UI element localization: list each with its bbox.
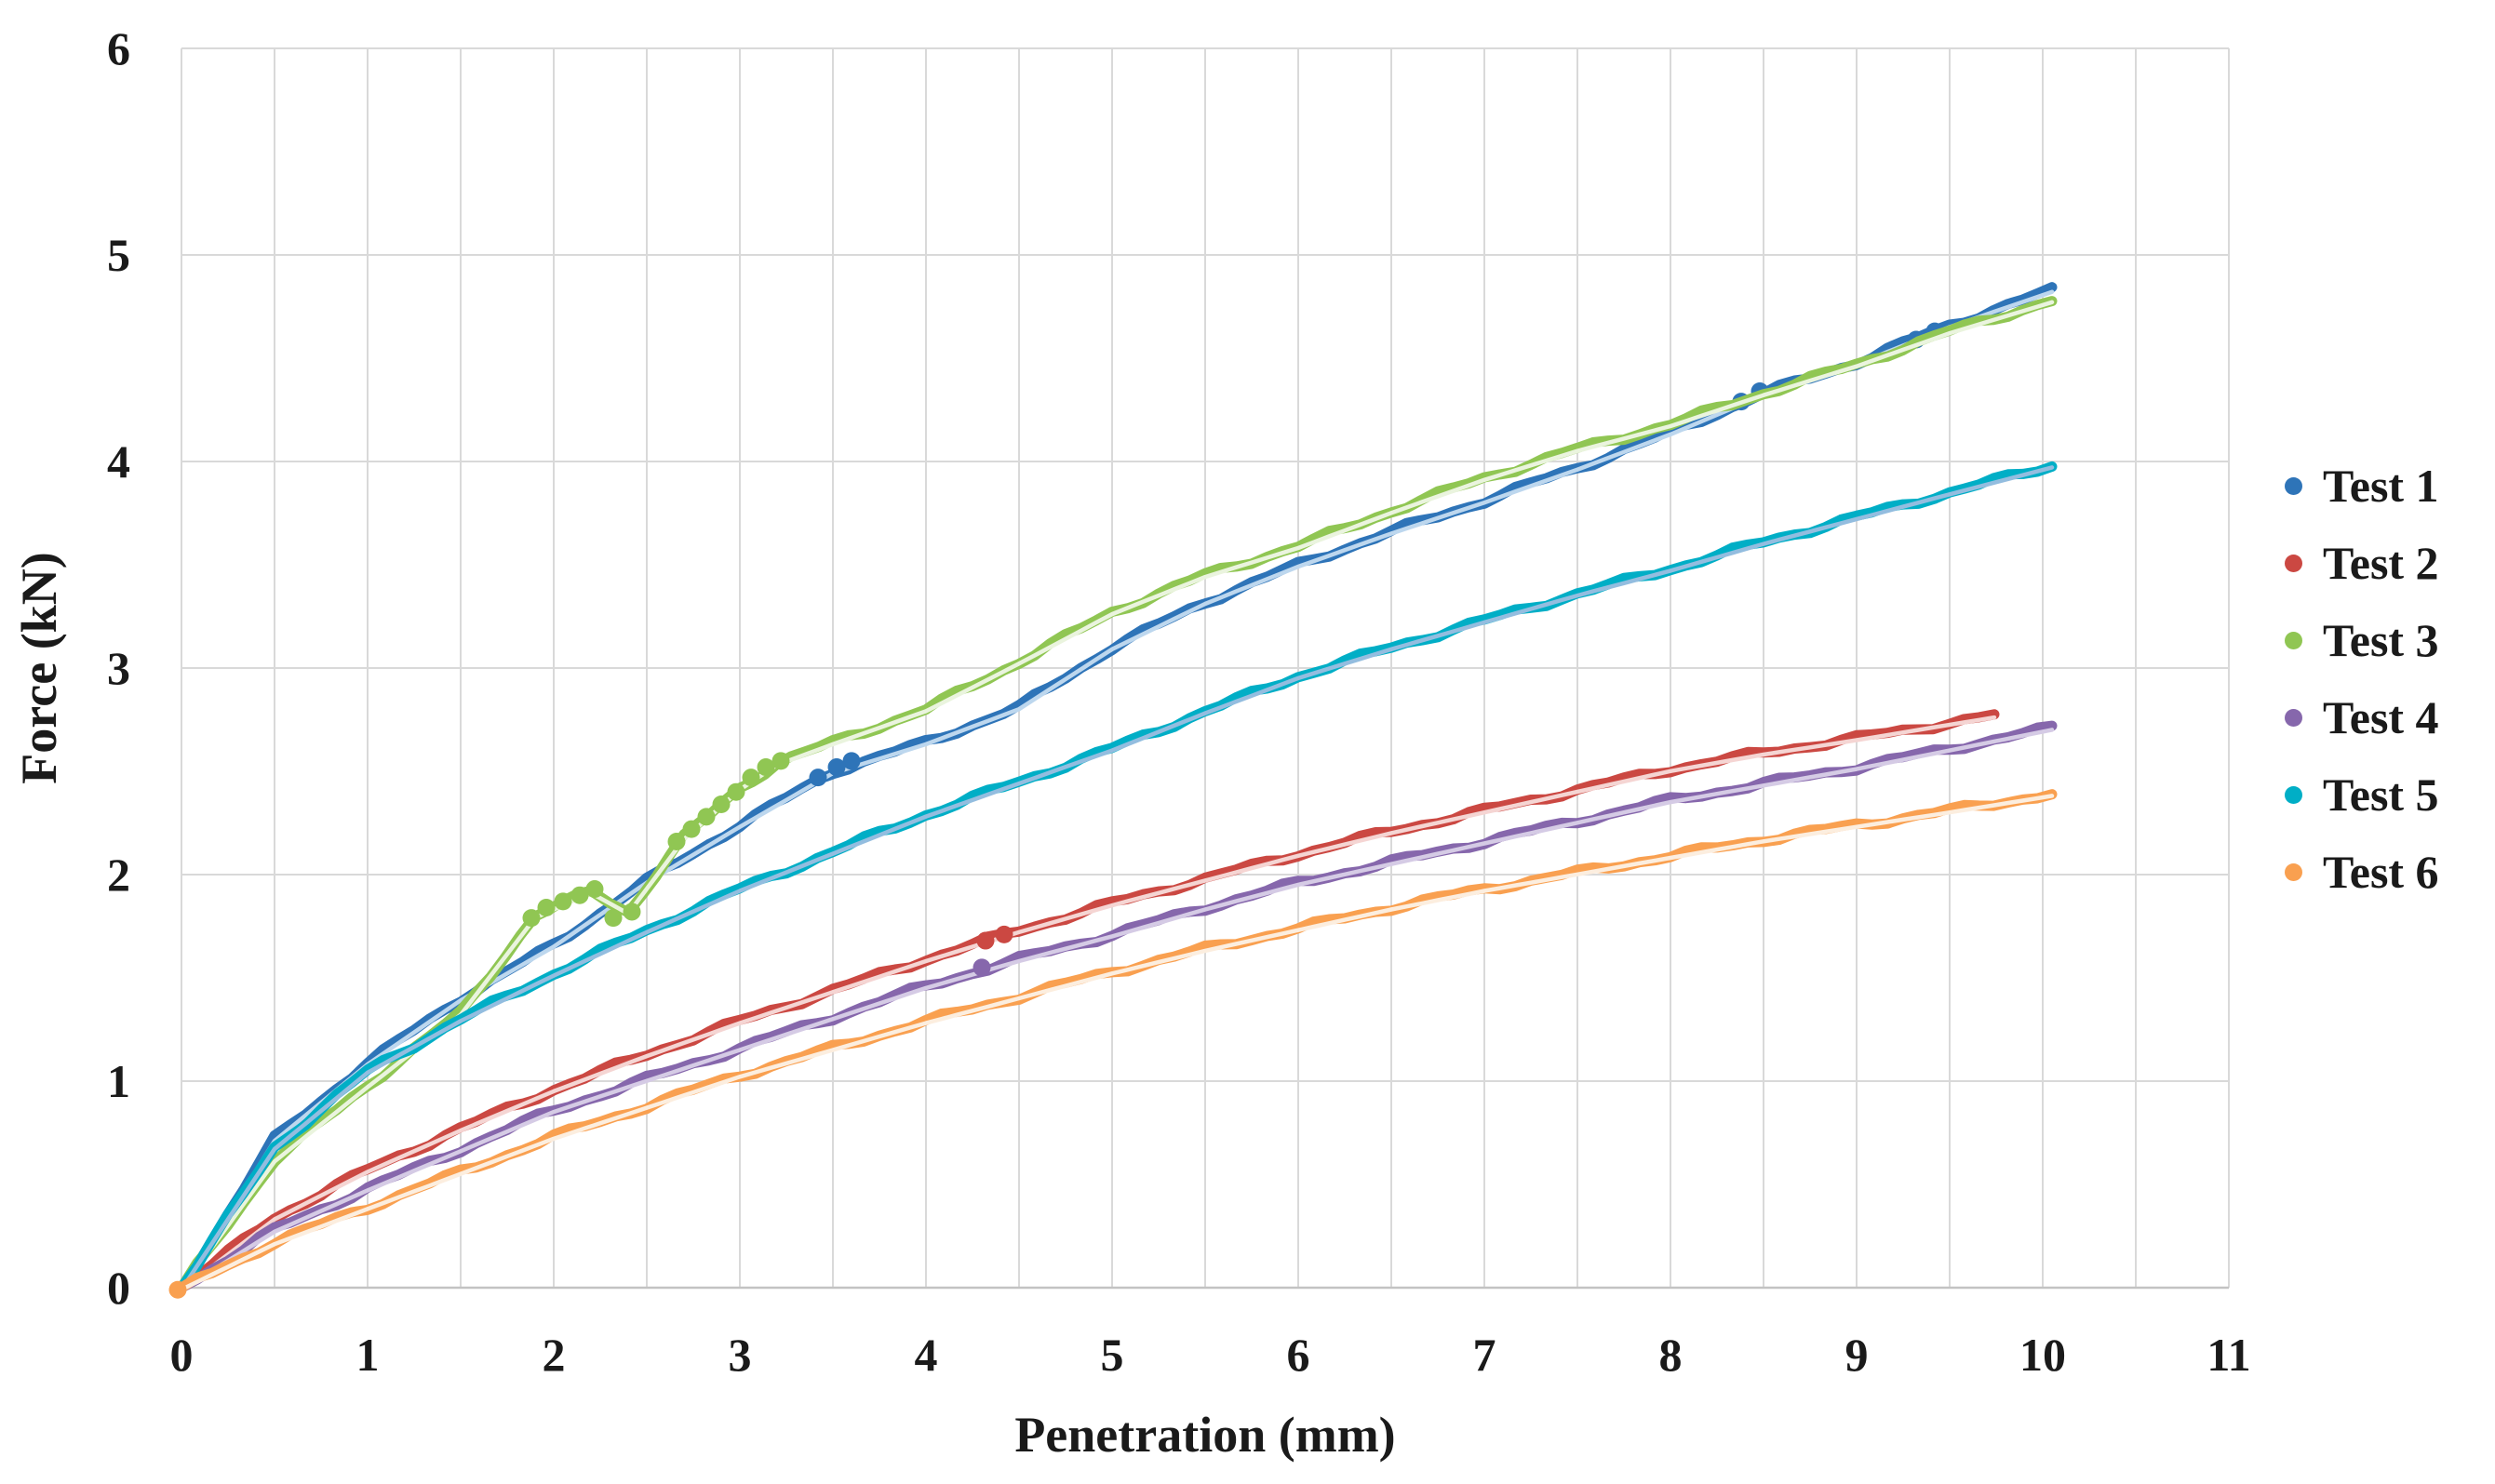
legend-label: Test 4	[2323, 691, 2439, 743]
scatter-cluster-dot	[667, 832, 686, 850]
scatter-cluster-dot	[842, 752, 861, 770]
legend-item-5: Test 5	[2285, 767, 2439, 822]
legend-item-4: Test 4	[2285, 689, 2439, 745]
scatter-cluster-dot	[976, 931, 995, 950]
x-tick-label-2: 2	[542, 1329, 566, 1381]
legend-label: Test 6	[2323, 846, 2439, 898]
legend-marker-icon	[2285, 554, 2302, 572]
legend-label: Test 2	[2323, 537, 2439, 589]
x-tick-label-3: 3	[728, 1329, 752, 1381]
scatter-cluster-dot	[995, 925, 1013, 943]
x-tick-label-9: 9	[1844, 1329, 1869, 1381]
legend-label: Test 1	[2323, 460, 2439, 512]
x-tick-label-0: 0	[169, 1329, 194, 1381]
scatter-cluster-dot	[585, 880, 604, 899]
series-core-6	[179, 794, 2055, 1292]
scatter-cluster-dot	[168, 1280, 187, 1299]
legend-marker-icon	[2285, 862, 2302, 881]
scatter-cluster-dot	[809, 769, 827, 787]
series-core-2	[179, 715, 1997, 1292]
scatter-cluster-dot	[742, 769, 760, 787]
x-tick-label-8: 8	[1658, 1329, 1683, 1381]
x-tick-label-7: 7	[1472, 1329, 1496, 1381]
y-tick-label-6: 6	[107, 22, 130, 74]
series-band-6	[176, 789, 2058, 1293]
legend-label: Test 5	[2323, 769, 2439, 821]
series-band-5	[176, 461, 2058, 1293]
y-tick-label-4: 4	[107, 435, 130, 488]
legend-item-1: Test 1	[2285, 458, 2439, 514]
scatter-cluster-dot	[827, 758, 846, 777]
series-core-5	[179, 465, 2055, 1292]
x-axis-title: Penetration (mm)	[1014, 1407, 1396, 1463]
x-tick-label-11: 11	[2207, 1329, 2251, 1381]
scatter-cluster-dot	[973, 958, 991, 977]
x-tick-label-5: 5	[1100, 1329, 1124, 1381]
legend-item-3: Test 3	[2285, 612, 2439, 668]
y-tick-label-5: 5	[107, 229, 130, 281]
legend-marker-icon	[2285, 708, 2302, 727]
scatter-cluster-dot	[522, 909, 541, 928]
series-core-4	[179, 728, 2055, 1292]
x-tick-label-4: 4	[914, 1329, 938, 1381]
scatter-cluster-dot	[570, 886, 589, 904]
legend-marker-icon	[2285, 631, 2302, 649]
scatter-cluster-dot	[604, 909, 623, 928]
scatter-cluster-dot	[771, 752, 790, 770]
legend-label: Test 3	[2323, 614, 2439, 666]
y-tick-label-0: 0	[107, 1262, 130, 1314]
legend-marker-icon	[2285, 476, 2302, 495]
series-core-1	[179, 289, 2055, 1292]
y-tick-label-3: 3	[107, 642, 130, 694]
scatter-cluster-dot	[712, 795, 731, 814]
scatter-cluster-dot	[623, 902, 641, 921]
x-tick-label-1: 1	[355, 1329, 380, 1381]
y-tick-label-1: 1	[107, 1055, 130, 1107]
legend-marker-icon	[2285, 785, 2302, 804]
x-tick-label-6: 6	[1286, 1329, 1310, 1381]
series-band-3	[176, 296, 2058, 1293]
legend-item-2: Test 2	[2285, 535, 2439, 591]
scatter-cluster-dot	[697, 808, 716, 826]
scatter-cluster-dot	[554, 892, 572, 911]
legend-item-6: Test 6	[2285, 844, 2439, 900]
x-tick-label-10: 10	[2019, 1329, 2066, 1381]
y-axis-title: Force (kN)	[11, 552, 67, 784]
series-band-1	[176, 282, 2058, 1293]
scatter-cluster-dot	[682, 820, 701, 838]
scatter-cluster-dot	[757, 758, 775, 777]
y-tick-label-2: 2	[107, 849, 130, 901]
series-core-3	[179, 300, 2055, 1292]
scatter-cluster-dot	[727, 782, 745, 801]
scatter-cluster-dot	[537, 899, 556, 917]
